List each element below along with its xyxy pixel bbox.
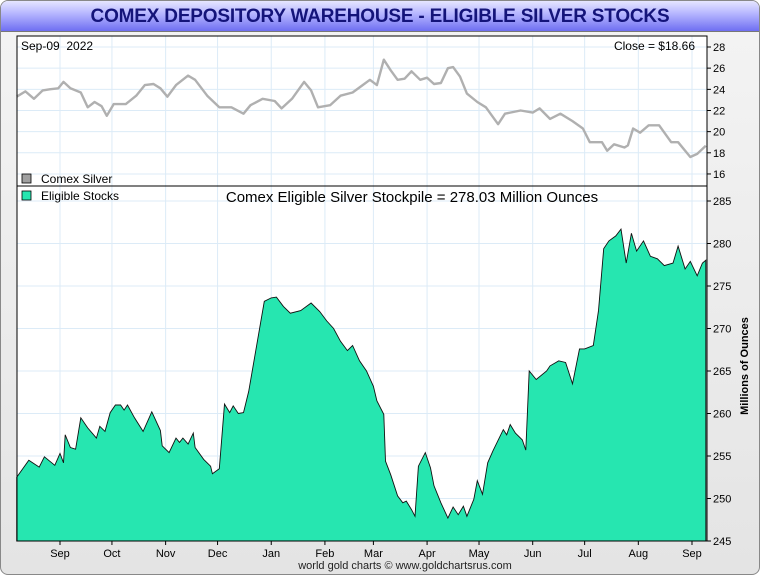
x-tick-label: Feb	[315, 548, 334, 560]
x-tick-label: Dec	[208, 548, 228, 560]
x-tick-label: Aug	[629, 548, 649, 560]
close-label: Close = $18.66	[614, 39, 695, 53]
chart-title: COMEX DEPOSITORY WAREHOUSE - ELIGIBLE SI…	[90, 6, 670, 27]
legend-swatch-eligible-stocks	[21, 190, 32, 201]
x-tick-label: Oct	[103, 548, 120, 560]
y-tick-label-price: 18	[713, 148, 725, 160]
y-tick-label-price: 22	[713, 105, 725, 117]
x-tick-label: Sep	[50, 548, 70, 560]
legend-label-eligible-stocks: Eligible Stocks	[41, 189, 119, 203]
axes: Sep Oct Nov Dec Jan Feb Mar Apr May Jun Jul Aug Sep 1…	[50, 42, 731, 560]
y-tick-label-stocks: 275	[713, 281, 731, 293]
comex-silver-line	[16, 58, 707, 159]
y-tick-label-stocks: 285	[713, 196, 731, 208]
y-tick-label-price: 16	[713, 169, 725, 181]
title-bar: COMEX DEPOSITORY WAREHOUSE - ELIGIBLE SI…	[1, 1, 759, 32]
x-tick-label: Apr	[419, 548, 436, 560]
x-tick-label: Jun	[524, 548, 542, 560]
x-tick-label: Mar	[364, 548, 383, 560]
date-label: Sep-09 2022	[21, 39, 93, 53]
x-tick-label: Jan	[262, 548, 280, 560]
y-tick-label-price: 24	[713, 84, 725, 96]
stockpile-title: Comex Eligible Silver Stockpile = 278.03…	[226, 189, 598, 206]
footer-credit: world gold charts © www.goldchartsrus.co…	[297, 560, 512, 572]
y-tick-label-price: 20	[713, 127, 725, 139]
x-tick-label: May	[469, 548, 490, 560]
y-tick-label-stocks: 260	[713, 409, 731, 421]
y-tick-label-price: 26	[713, 63, 725, 75]
x-tick-label: Nov	[156, 548, 176, 560]
legend-swatch-comex-silver	[21, 173, 32, 184]
x-tick-label: Jul	[578, 548, 592, 560]
y-tick-label-stocks: 280	[713, 239, 731, 251]
y-tick-label-stocks: 255	[713, 451, 731, 463]
plot-border	[16, 35, 708, 542]
x-tick-label: Sep	[682, 548, 702, 560]
legend-label-comex-silver: Comex Silver	[41, 172, 112, 186]
y-tick-label-price: 28	[713, 42, 725, 54]
y-tick-label-stocks: 270	[713, 324, 731, 336]
y-tick-label-stocks: 250	[713, 494, 731, 506]
y-tick-label-stocks: 245	[713, 536, 731, 548]
y-axis-label: Millions of Ounces	[739, 317, 751, 415]
y-tick-label-stocks: 265	[713, 366, 731, 378]
eligible-stocks-area	[16, 227, 707, 542]
